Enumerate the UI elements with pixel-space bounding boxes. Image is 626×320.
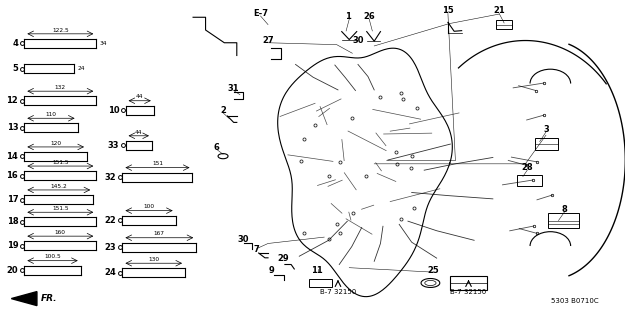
Text: 22: 22: [105, 216, 116, 225]
Text: 122.5: 122.5: [52, 28, 69, 33]
Text: 6: 6: [214, 143, 220, 152]
Text: 32: 32: [105, 173, 116, 182]
Text: 27: 27: [262, 36, 274, 45]
Text: 25: 25: [428, 266, 439, 276]
Text: 10: 10: [108, 106, 120, 115]
Text: 16: 16: [6, 171, 18, 180]
Text: 18: 18: [6, 217, 18, 226]
Text: 130: 130: [148, 257, 159, 262]
Bar: [535, 138, 558, 150]
Text: B-7 32150: B-7 32150: [450, 289, 486, 295]
Text: 2: 2: [220, 106, 226, 115]
Text: 30: 30: [237, 235, 249, 244]
Text: 24: 24: [105, 268, 116, 277]
Text: 29: 29: [278, 254, 289, 263]
Text: 14: 14: [6, 152, 18, 161]
Bar: [451, 276, 486, 290]
Text: 26: 26: [363, 12, 375, 21]
Text: 151: 151: [152, 161, 163, 166]
Text: 100.5: 100.5: [44, 254, 61, 260]
Text: 12: 12: [6, 96, 18, 105]
Text: 21: 21: [493, 6, 505, 15]
Text: 120: 120: [50, 141, 61, 146]
Bar: [516, 175, 541, 186]
Bar: [548, 213, 579, 228]
Text: 15: 15: [442, 6, 454, 15]
Text: 44: 44: [136, 94, 143, 100]
Text: 167: 167: [154, 231, 165, 236]
Text: 7: 7: [254, 245, 260, 254]
Text: 132: 132: [55, 85, 66, 90]
Text: 4: 4: [13, 39, 18, 48]
Text: 110: 110: [46, 112, 56, 117]
Text: B-7 32150: B-7 32150: [320, 289, 356, 295]
Text: 11: 11: [311, 266, 322, 276]
Text: 160: 160: [55, 230, 66, 235]
Text: 20: 20: [6, 266, 18, 275]
Bar: [309, 278, 332, 287]
Text: 34: 34: [100, 41, 107, 46]
Text: 145.2: 145.2: [51, 184, 67, 189]
Text: 28: 28: [521, 164, 533, 172]
Text: FR.: FR.: [41, 294, 58, 303]
Text: 100: 100: [143, 204, 155, 209]
Text: 1: 1: [345, 12, 351, 21]
Text: 19: 19: [6, 241, 18, 250]
Text: 9: 9: [269, 266, 274, 276]
Text: 30: 30: [353, 36, 364, 45]
Bar: [496, 20, 512, 29]
Text: 33: 33: [108, 141, 120, 150]
Text: E-7: E-7: [253, 9, 268, 18]
Text: 23: 23: [105, 243, 116, 252]
Text: 24: 24: [78, 66, 85, 71]
Text: 31: 31: [228, 84, 240, 93]
Text: 5: 5: [13, 64, 18, 73]
Text: 3: 3: [543, 125, 549, 134]
Polygon shape: [11, 292, 37, 306]
Text: 151.5: 151.5: [52, 160, 69, 165]
Text: 17: 17: [6, 195, 18, 204]
Text: 44: 44: [135, 130, 143, 134]
Text: 5303 B0710C: 5303 B0710C: [552, 298, 599, 304]
Text: 13: 13: [6, 123, 18, 132]
Text: 151.5: 151.5: [52, 206, 69, 211]
Text: 8: 8: [562, 205, 568, 214]
